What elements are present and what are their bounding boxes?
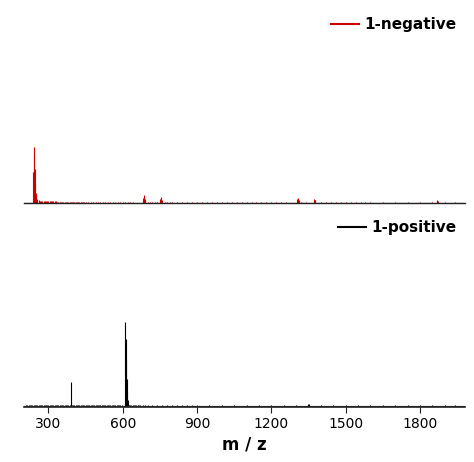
Legend: 1-positive: 1-positive (332, 214, 463, 242)
X-axis label: m / z: m / z (222, 435, 266, 453)
Legend: 1-negative: 1-negative (325, 11, 463, 38)
